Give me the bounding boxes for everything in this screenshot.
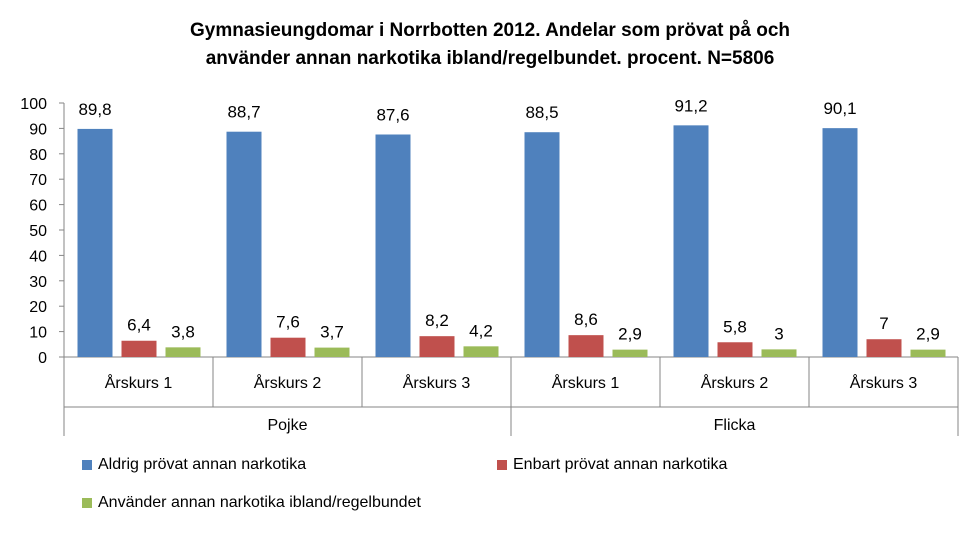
y-tick-label: 90	[29, 121, 47, 138]
y-tick-label: 30	[29, 274, 47, 291]
x-group-label: Pojke	[267, 417, 307, 434]
bar	[165, 347, 201, 357]
x-category-label: Årskurs 3	[403, 373, 471, 392]
legend-swatch-anvander	[82, 498, 92, 508]
data-label: 2,9	[916, 325, 940, 344]
data-label: 3	[774, 324, 783, 343]
data-label: 89,8	[78, 100, 111, 119]
chart-title-line-1: Gymnasieungdomar i Norrbotten 2012. Ande…	[189, 20, 791, 41]
bar	[612, 349, 648, 357]
data-label: 4,2	[469, 321, 493, 340]
bar	[419, 336, 455, 357]
y-tick-label: 80	[29, 147, 47, 164]
bar	[121, 340, 157, 357]
bar	[673, 125, 709, 358]
data-label: 88,5	[525, 103, 558, 122]
y-tick-label: 10	[29, 325, 47, 342]
y-tick-label: 50	[29, 223, 47, 240]
y-tick-label: 40	[29, 248, 47, 265]
x-group-label: Flicka	[714, 417, 756, 434]
data-label: 3,7	[320, 323, 344, 342]
bar	[568, 335, 604, 357]
legend-item-anvander: Använder annan narkotika ibland/regelbun…	[82, 494, 421, 512]
bar	[822, 128, 858, 357]
x-category-label: Årskurs 2	[254, 373, 322, 392]
data-label: 3,8	[171, 322, 195, 341]
bar	[717, 342, 753, 357]
legend-label-aldrig: Aldrig prövat annan narkotika	[98, 456, 307, 473]
legend-swatch-enbart	[497, 460, 507, 470]
data-label: 7,6	[276, 313, 300, 332]
data-label: 90,1	[823, 99, 856, 118]
data-label: 87,6	[376, 105, 409, 124]
y-tick-label: 70	[29, 172, 47, 189]
bar	[270, 337, 306, 357]
legend-label-anvander: Använder annan narkotika ibland/regelbun…	[98, 494, 421, 511]
data-label: 6,4	[127, 316, 151, 335]
y-tick-label: 0	[38, 350, 47, 367]
legend-swatch-aldrig	[82, 460, 92, 470]
bar	[314, 347, 350, 357]
x-category-label: Årskurs 1	[105, 373, 173, 392]
bar	[463, 346, 499, 357]
data-label: 2,9	[618, 325, 642, 344]
data-label: 8,2	[425, 311, 449, 330]
bar	[761, 349, 797, 357]
y-tick-label: 60	[29, 198, 47, 215]
legend-label-enbart: Enbart prövat annan narkotika	[513, 456, 728, 473]
legend-item-enbart: Enbart prövat annan narkotika	[497, 456, 727, 474]
bar	[866, 339, 902, 357]
bar	[524, 132, 560, 357]
bar	[226, 131, 262, 357]
data-label: 5,8	[723, 317, 747, 336]
x-category-label: Årskurs 3	[850, 373, 918, 392]
x-category-label: Årskurs 2	[701, 373, 769, 392]
data-label: 91,2	[674, 96, 707, 115]
data-label: 88,7	[227, 103, 260, 122]
bar	[375, 134, 411, 357]
bar	[910, 349, 946, 357]
legend-item-aldrig: Aldrig prövat annan narkotika	[82, 456, 306, 474]
x-category-label: Årskurs 1	[552, 373, 620, 392]
data-label: 8,6	[574, 310, 598, 329]
data-label: 7	[879, 314, 888, 333]
bar	[77, 128, 113, 357]
y-tick-label: 20	[29, 299, 47, 316]
y-tick-label: 100	[20, 96, 47, 113]
chart-title-line-2: använder annan narkotika ibland/regelbun…	[205, 48, 775, 69]
